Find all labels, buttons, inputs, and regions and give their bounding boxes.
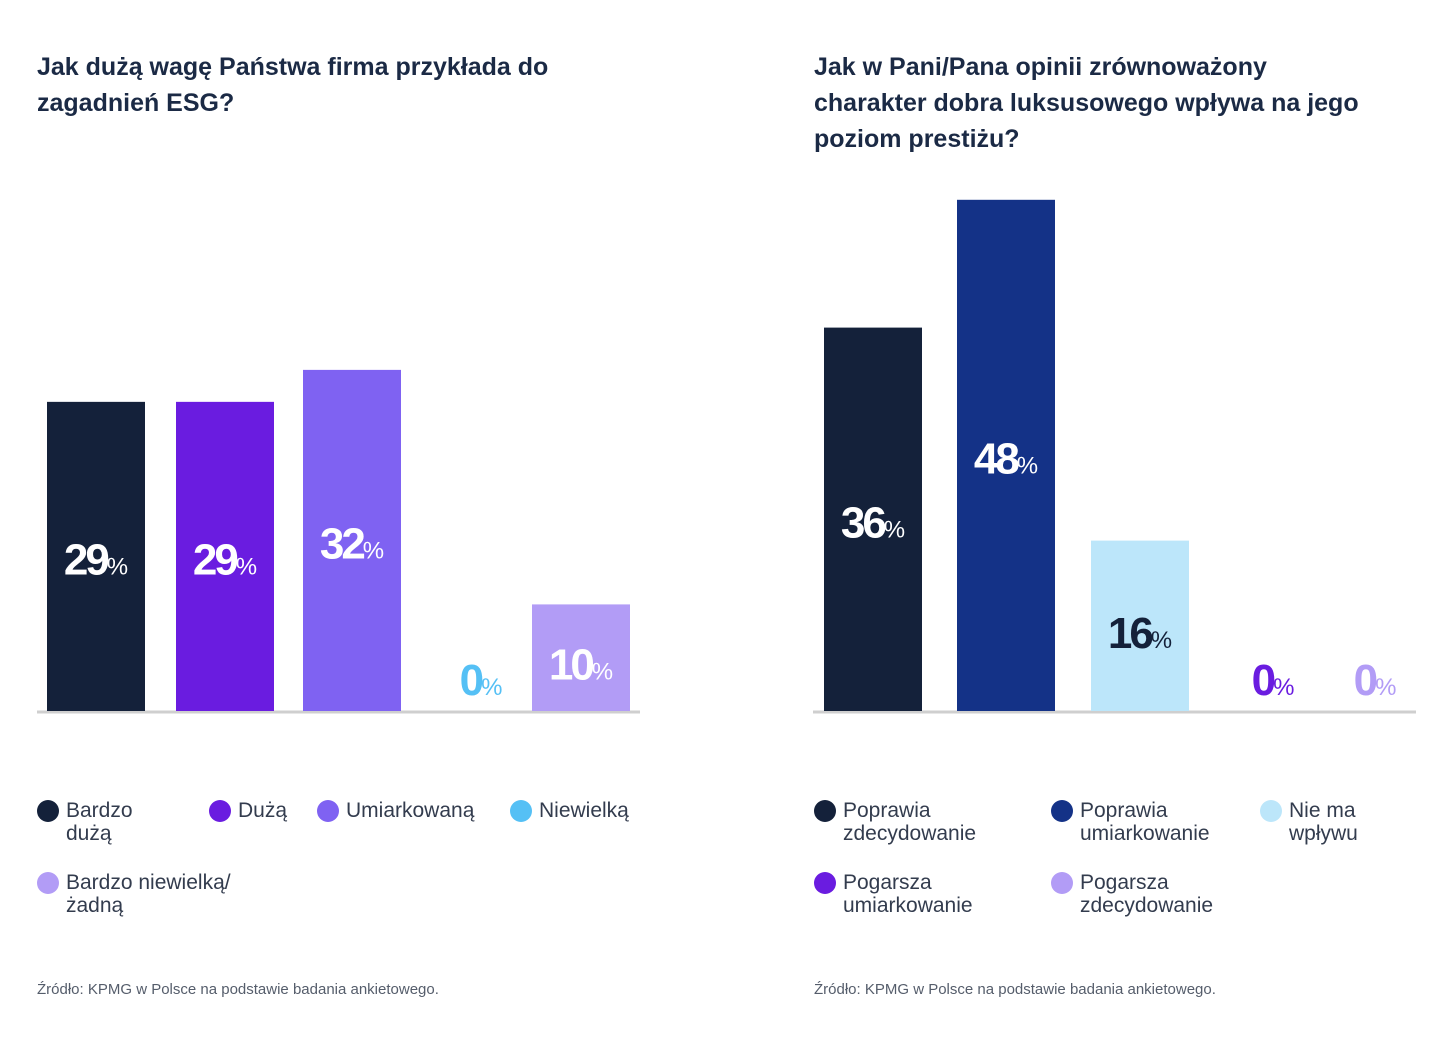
chart-panel-sustainability-prestige: Jak w Pani/Pana opinii zrównoważony char… [776,0,1432,1049]
bar-data-label: 0% [1354,656,1397,705]
legend-swatch-icon [1051,872,1073,894]
legend-swatch-icon [814,800,836,822]
chart-title: Jak w Pani/Pana opinii zrównoważony char… [814,53,1359,153]
bar-3 [303,369,401,711]
legend-swatch-icon [814,872,836,894]
legend-label: Umiarkowaną [346,799,475,822]
legend-swatch-icon [1051,800,1073,822]
bar-data-label: 29% [64,535,128,584]
legend-item: Dużą [209,799,287,822]
bar-data-label: 32% [320,519,384,568]
legend-item: Niewielką [510,799,629,822]
legend-label: Dużą [238,799,288,822]
bar-data-label: 29% [193,535,257,584]
bar-data-label: 0% [1252,656,1295,705]
bar-data-label: 48% [974,434,1038,483]
bar-chart-esg-importance: 29% 29% 32% 0% 10% [37,369,640,714]
bar-data-label: 0% [460,656,503,705]
bar-2 [176,401,274,711]
legend-item: Bardzo dużą [37,799,133,845]
chart-panel-esg-importance: Jak dużą wagę Państwa firma przykłada do… [0,0,700,1049]
legend-label: Bardzo niewielką/ żadną [66,871,231,917]
bar-1 [47,401,145,711]
legend-label: Niewielką [539,799,629,822]
legend-label: Bardzo dużą [66,799,133,845]
source-note: Źródło: KPMG w Polsce na podstawie badan… [37,981,439,998]
legend-item: Pogarsza zdecydowanie [1051,871,1260,917]
bar-5 [532,604,630,711]
legend-item: Nie ma wpływu [1260,799,1399,845]
bar-chart-sustainability-prestige: 36% 48% 16% 0% 0% [813,199,1416,714]
legend-item: Poprawia zdecydowanie [814,799,1003,845]
bar-data-label: 36% [841,498,905,547]
legend-swatch-icon [209,800,231,822]
legend-label: Poprawia zdecydowanie [843,799,977,845]
bar-data-label: 16% [1108,609,1172,658]
legend-label: Pogarsza umiarkowanie [843,871,973,917]
chart-title: Jak dużą wagę Państwa firma przykłada do… [37,53,549,117]
legend-swatch-icon [510,800,532,822]
legend-label: Nie ma wpływu [1289,799,1358,845]
bar-3 [1091,540,1189,711]
legend-item: Umiarkowaną [317,799,474,822]
legend-swatch-icon [1260,800,1282,822]
source-note: Źródło: KPMG w Polsce na podstawie badan… [814,981,1216,998]
legend-swatch-icon [317,800,339,822]
legend-swatch-icon [37,872,59,894]
bar-1 [824,327,922,711]
legend-label: Poprawia umiarkowanie [1080,799,1210,845]
bar-data-label: 10% [549,641,613,690]
legend-label: Pogarsza zdecydowanie [1080,871,1214,917]
bar-2 [957,199,1055,712]
legend-item: Poprawia umiarkowanie [1051,799,1260,845]
legend-swatch-icon [37,800,59,822]
legend-item: Pogarsza umiarkowanie [814,871,1003,917]
legend-item: Bardzo niewielką/ żadną [37,871,256,917]
